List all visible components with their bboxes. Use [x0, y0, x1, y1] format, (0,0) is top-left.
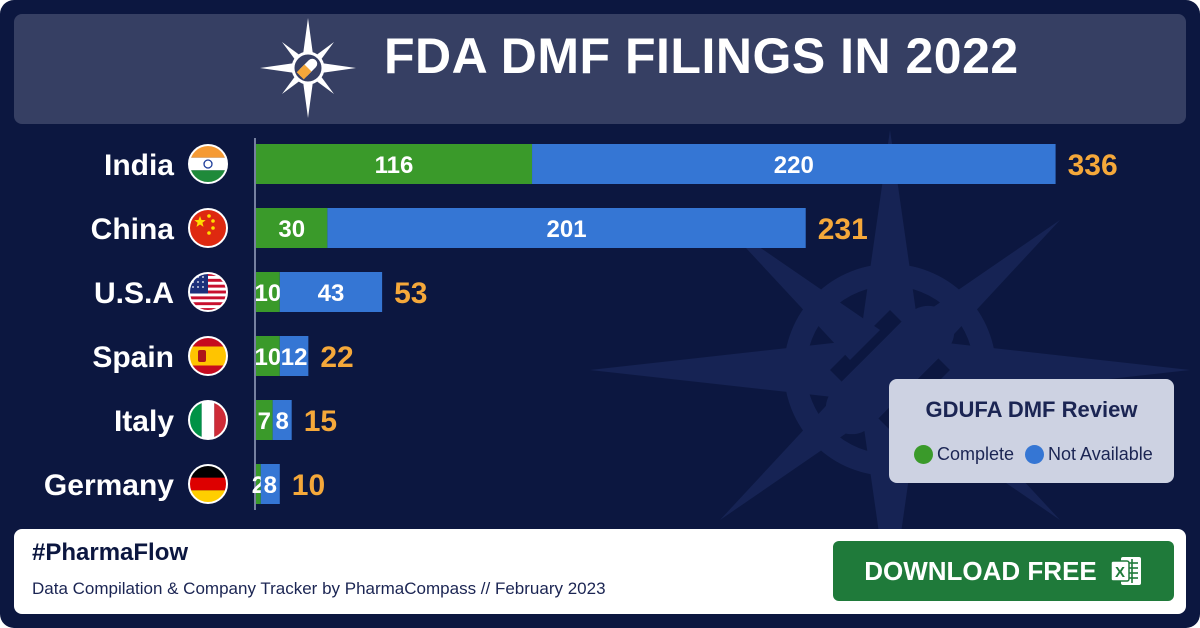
- bar-label-china-complete: 30: [278, 216, 305, 243]
- total-label-china: 231: [818, 213, 868, 246]
- total-label-italy: 15: [304, 405, 337, 438]
- bar-india-complete: [256, 144, 533, 184]
- bar-u-s-a-complete: [256, 272, 280, 312]
- legend-swatch-not-available: [1025, 444, 1044, 464]
- total-label-germany: 10: [292, 469, 325, 502]
- total-label-spain: 22: [320, 341, 353, 374]
- stacked-bar-chart: India 116 220 336 China 30 201 231 U.S.A 10 43 53 Sp…: [44, 138, 1118, 510]
- svg-text:X: X: [1115, 564, 1125, 581]
- category-label-spain: Spain: [92, 341, 174, 374]
- bar-label-spain-not-available: 12: [281, 344, 308, 371]
- category-label-china: China: [91, 213, 175, 246]
- footer-bar: #PharmaFlow Data Compilation & Company T…: [14, 529, 1186, 614]
- bar-u-s-a-not-available: [279, 272, 383, 312]
- compass-watermark-icon: [590, 130, 1190, 550]
- compass-logo-icon: [260, 18, 356, 118]
- spain-flag-icon: [188, 336, 228, 376]
- bar-label-u-s-a-complete: 10: [255, 280, 282, 307]
- bar-india-not-available: [532, 144, 1056, 184]
- bar-china-not-available: [327, 208, 806, 248]
- credit-text: Data Compilation & Company Tracker by Ph…: [32, 579, 606, 598]
- bar-italy-not-available: [272, 400, 292, 440]
- germany-flag-icon: [188, 464, 228, 504]
- legend-item-not-available: Not Available: [1025, 443, 1153, 465]
- bar-spain-complete: [256, 336, 280, 376]
- bar-spain-not-available: [279, 336, 309, 376]
- bar-label-india-complete: 116: [375, 152, 414, 179]
- total-label-u-s-a: 53: [394, 277, 427, 310]
- category-label-germany: Germany: [44, 469, 174, 502]
- usa-flag-icon: [188, 272, 228, 312]
- legend-label-not-available: Not Available: [1048, 443, 1153, 464]
- category-label-u-s-a: U.S.A: [94, 277, 174, 310]
- bar-germany-complete: [256, 464, 261, 504]
- header-banner: [14, 14, 1186, 124]
- bar-label-india-not-available: 220: [774, 152, 814, 179]
- legend-title: GDUFA DMF Review: [925, 397, 1138, 422]
- legend-item-complete: Complete: [914, 443, 1014, 465]
- total-label-india: 336: [1068, 149, 1118, 182]
- bar-label-spain-complete: 10: [255, 344, 282, 371]
- category-label-india: India: [104, 149, 174, 182]
- bar-italy-complete: [256, 400, 273, 440]
- bar-label-italy-not-available: 8: [275, 408, 288, 435]
- download-button-label: DOWNLOAD FREE: [864, 555, 1097, 586]
- bar-china-complete: [256, 208, 328, 248]
- india-flag-icon: [188, 144, 228, 184]
- page-title: FDA DMF FILINGS IN 2022: [384, 28, 1019, 84]
- legend-label-complete: Complete: [937, 443, 1015, 464]
- legend-swatch-complete: [914, 444, 933, 464]
- bar-germany-not-available: [260, 464, 280, 504]
- italy-flag-icon: [188, 400, 228, 440]
- chart-legend: GDUFA DMF Review Complete Not Available: [889, 379, 1174, 483]
- category-label-italy: Italy: [114, 405, 174, 438]
- hashtag-text: #PharmaFlow: [32, 539, 189, 566]
- bar-label-italy-complete: 7: [258, 408, 271, 435]
- bar-label-u-s-a-not-available: 43: [318, 280, 345, 307]
- bar-label-china-not-available: 201: [547, 216, 587, 243]
- excel-icon: X: [1110, 557, 1141, 585]
- bar-label-germany-not-available: 8: [264, 472, 277, 499]
- download-button[interactable]: DOWNLOAD FREE X: [833, 541, 1174, 601]
- china-flag-icon: [188, 208, 228, 248]
